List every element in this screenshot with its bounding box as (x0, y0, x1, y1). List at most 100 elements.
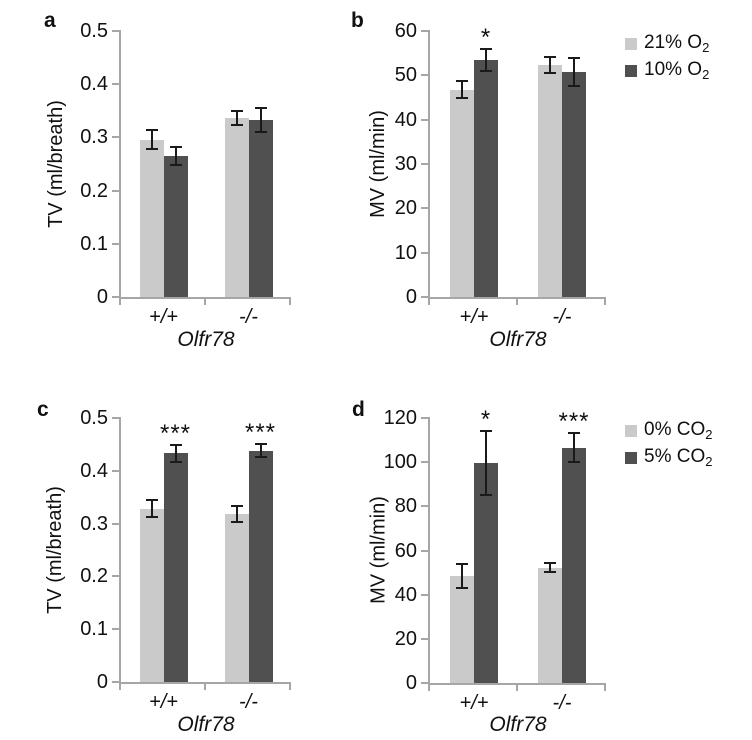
bar-light (224, 514, 249, 682)
y-tick-label: 20 (394, 627, 417, 650)
y-tick-mark (112, 522, 119, 525)
error-bar-cap-top (480, 47, 492, 50)
x-category-label: -/- (552, 306, 572, 328)
y-tick-label: 40 (394, 108, 417, 131)
legend-label-sub: 2 (702, 67, 710, 82)
error-bar-line (235, 110, 238, 125)
y-tick-mark (421, 251, 428, 254)
y-tick-label: 60 (394, 20, 417, 42)
error-bar-line (549, 563, 551, 573)
error-bar-line (150, 500, 153, 518)
error-bar-cap-top (254, 443, 267, 446)
bar-dark (163, 453, 188, 682)
significance-marker: * (480, 406, 492, 434)
y-tick-label: 0.1 (80, 232, 108, 255)
bar-light (538, 567, 562, 683)
x-tick-mark (428, 297, 430, 305)
x-tick-mark (289, 682, 291, 690)
y-tick-mark (421, 682, 428, 684)
error-bar-line (235, 506, 238, 522)
y-tick-mark (112, 296, 119, 298)
y-tick-mark (112, 628, 119, 631)
legend-label: 0% CO2 (644, 419, 712, 442)
significance-marker: *** (159, 419, 192, 447)
y-tick-label: 0.2 (80, 565, 108, 588)
error-bar-cap-bottom (480, 494, 492, 497)
y-tick-mark (421, 593, 428, 596)
y-tick-mark (421, 30, 428, 32)
bar-dark (248, 119, 273, 297)
y-tick-label: 80 (394, 495, 417, 518)
x-tick-mark (516, 297, 518, 305)
legend-swatch-light (625, 424, 637, 437)
y-tick-mark (112, 417, 119, 419)
bar-dark (163, 156, 188, 297)
y-tick-label: 0.4 (80, 459, 108, 482)
legend-label-text: 5% CO (644, 446, 706, 467)
y-tick-label: 120 (383, 407, 417, 429)
y-axis-line (119, 30, 121, 297)
legend-label-sub: 2 (705, 454, 713, 469)
x-tick-mark (604, 683, 606, 691)
bar-dark (474, 463, 498, 683)
y-tick-mark (112, 242, 119, 245)
legend-co2: 0% CO2 5% CO2 (625, 419, 712, 469)
error-bar-cap-bottom (568, 461, 580, 464)
y-tick-mark (421, 207, 428, 210)
y-tick-mark (421, 74, 428, 77)
error-bar-cap-top (254, 107, 267, 110)
panel-letter-a: a (44, 9, 56, 32)
bar-dark (562, 71, 586, 297)
legend-label: 5% CO2 (644, 446, 712, 469)
y-tick-label: 30 (394, 153, 417, 175)
x-tick-mark (428, 683, 430, 691)
x-category-label: +/+ (459, 306, 489, 328)
x-axis-title-d: Olfr78 (489, 713, 547, 736)
y-tick-mark (112, 575, 119, 578)
error-bar-cap-bottom (230, 123, 243, 126)
bar-light (139, 508, 164, 682)
legend-swatch-dark (625, 451, 637, 464)
error-bar-cap-bottom (544, 72, 556, 75)
y-tick-mark (112, 469, 119, 472)
bar-dark (474, 59, 498, 297)
legend-entry-10-o2: 10% O2 (625, 59, 709, 82)
error-bar-cap-bottom (169, 460, 182, 463)
bar-light (538, 65, 562, 297)
legend-swatch-dark (625, 64, 637, 77)
legend-label-text: 10% O (644, 59, 703, 80)
y-tick-label: 0 (405, 286, 417, 308)
x-axis-title-c: Olfr78 (177, 713, 235, 736)
legend-entry-21-o2: 21% O2 (625, 32, 709, 55)
legend-entry-5-co2: 5% CO2 (625, 446, 712, 469)
y-tick-mark (421, 637, 428, 640)
y-tick-label: 0 (96, 286, 108, 308)
x-tick-mark (204, 297, 206, 305)
y-tick-label: 0.3 (80, 512, 108, 535)
error-bar-cap-bottom (456, 97, 468, 100)
error-bar-cap-top (568, 56, 580, 59)
error-bar-cap-bottom (145, 147, 158, 150)
y-axis-line (428, 417, 430, 683)
error-bar-line (259, 444, 262, 458)
y-tick-label: 0.5 (80, 20, 108, 42)
error-bar-cap-top (480, 430, 492, 433)
y-tick-mark (421, 118, 428, 121)
y-tick-mark (112, 83, 119, 86)
error-bar-cap-bottom (169, 164, 182, 167)
y-tick-mark (112, 681, 119, 683)
x-category-label: -/- (239, 691, 258, 713)
significance-marker: *** (558, 408, 590, 436)
error-bar-line (485, 48, 487, 71)
x-tick-mark (289, 297, 291, 305)
x-category-label: +/+ (459, 692, 489, 714)
panel-letter-c: c (37, 398, 49, 421)
legend-oxygen: 21% O2 10% O2 (625, 32, 709, 82)
error-bar-cap-top (568, 432, 580, 435)
y-tick-label: 0.4 (80, 73, 108, 96)
x-category-label: -/- (239, 306, 258, 328)
x-axis-title-b: Olfr78 (489, 328, 547, 351)
y-tick-label: 0.2 (80, 179, 108, 202)
